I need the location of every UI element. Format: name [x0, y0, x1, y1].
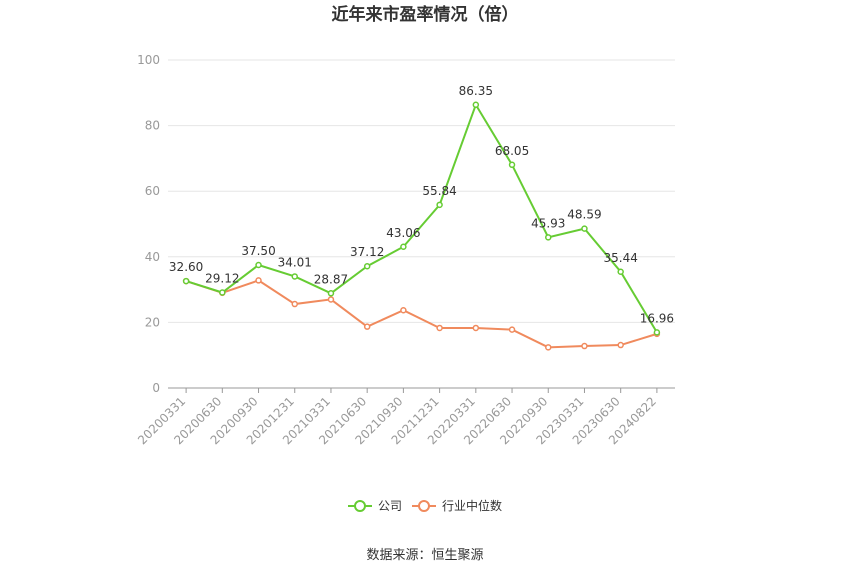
data-label-company: 45.93	[531, 216, 565, 230]
legend-marker-swatch[interactable]	[418, 500, 430, 512]
data-label-company: 43.06	[386, 226, 420, 240]
data-label-company: 32.60	[169, 260, 203, 274]
series-line-industry-median	[185, 279, 658, 349]
data-point-industry-median[interactable]	[400, 307, 407, 314]
data-point-company[interactable]	[436, 201, 443, 209]
data-point-industry-median[interactable]	[255, 277, 262, 284]
data-point-company[interactable]	[363, 262, 371, 270]
data-label-company: 86.35	[459, 84, 493, 98]
data-point-company[interactable]	[545, 234, 552, 241]
data-label-company: 55.84	[422, 184, 456, 198]
data-point-industry-median[interactable]	[545, 344, 552, 351]
y-tick-label: 60	[145, 184, 160, 198]
y-tick-label: 100	[137, 53, 160, 67]
data-point-industry-median[interactable]	[291, 300, 298, 308]
grid-lines	[168, 59, 675, 323]
y-tick-label: 40	[145, 250, 160, 264]
data-label-company: 48.59	[567, 208, 601, 222]
data-label-company: 35.44	[603, 251, 637, 265]
data-point-industry-median[interactable]	[472, 324, 480, 332]
legend-marker-swatch[interactable]	[354, 500, 366, 512]
data-point-company[interactable]	[291, 273, 298, 280]
series-layer	[182, 101, 661, 351]
axes: 0204060801002020033120200630202009302020…	[135, 53, 675, 447]
data-point-company[interactable]	[327, 290, 335, 297]
y-tick-label: 0	[152, 381, 160, 395]
series-line-company	[185, 102, 658, 333]
data-point-company[interactable]	[508, 161, 516, 169]
data-point-company[interactable]	[581, 225, 588, 232]
data-label-company: 68.05	[495, 144, 529, 158]
data-label-company: 37.50	[241, 244, 275, 258]
y-tick-label: 20	[145, 315, 160, 329]
data-point-industry-median[interactable]	[581, 342, 588, 350]
data-point-company[interactable]	[255, 261, 262, 269]
data-point-company[interactable]	[617, 268, 624, 276]
data-point-industry-median[interactable]	[436, 324, 443, 332]
data-source-note: 数据来源：恒生聚源	[366, 548, 483, 563]
data-point-industry-median[interactable]	[617, 341, 624, 349]
data-label-company: 34.01	[278, 255, 312, 269]
data-point-industry-median[interactable]	[508, 326, 516, 333]
chart-title: 近年来市盈率情况（倍）	[332, 4, 519, 25]
data-point-company[interactable]	[400, 243, 407, 251]
data-label-company: 28.87	[314, 272, 348, 286]
data-label-company: 16.96	[640, 311, 674, 325]
data-point-company[interactable]	[472, 101, 480, 109]
data-point-company[interactable]	[219, 289, 226, 296]
data-label-company: 29.12	[205, 271, 239, 285]
data-label-company: 37.12	[350, 245, 384, 259]
data-point-company[interactable]	[653, 329, 661, 336]
legend-label-company[interactable]: 公司	[378, 499, 402, 513]
legend-label-industry-median[interactable]: 行业中位数	[442, 498, 502, 513]
y-tick-label: 80	[145, 119, 160, 133]
data-point-industry-median[interactable]	[327, 296, 335, 303]
data-point-industry-median[interactable]	[363, 323, 371, 330]
legend[interactable]: 公司 行业中位数	[348, 498, 502, 513]
data-point-company[interactable]	[182, 277, 190, 285]
